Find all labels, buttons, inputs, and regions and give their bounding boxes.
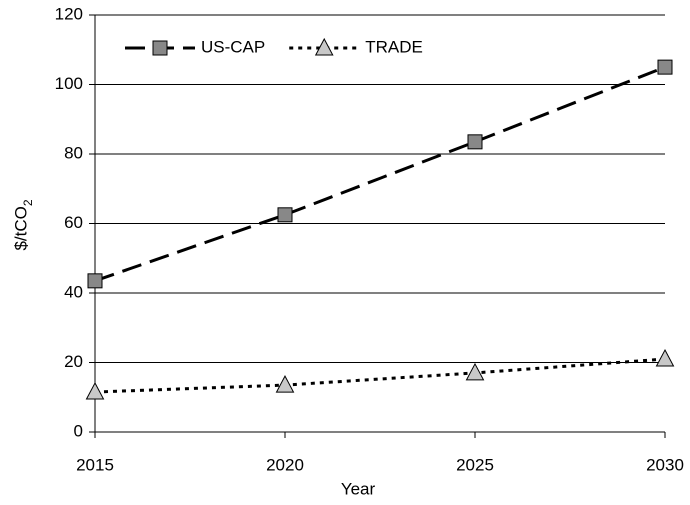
y-tick-label: 20 [64,352,83,371]
x-tick-label: 2025 [456,455,494,474]
data-point [275,375,295,393]
data-point [657,59,673,75]
legend-marker [314,37,334,56]
legend-label: TRADE [365,37,423,56]
data-point [85,381,105,400]
data-point [467,134,483,150]
y-tick-label: 60 [64,213,83,232]
x-axis-label: Year [341,479,376,498]
data-point [277,207,293,223]
y-tick-label: 120 [55,4,83,23]
y-tick-label: 100 [55,74,83,93]
series-line [94,357,666,394]
data-point [655,348,675,367]
x-tick-label: 2030 [646,455,684,474]
series-line [94,65,666,283]
x-tick-label: 2020 [266,455,304,474]
y-tick-label: 80 [64,143,83,162]
data-point [465,362,485,381]
legend-label: US-CAP [201,37,265,56]
y-axis-label: $/tCO2 [11,199,35,250]
data-point [87,273,103,289]
y-tick-label: 40 [64,282,83,301]
legend-marker [152,40,168,56]
x-tick-label: 2015 [76,455,114,474]
y-tick-label: 0 [74,421,83,440]
